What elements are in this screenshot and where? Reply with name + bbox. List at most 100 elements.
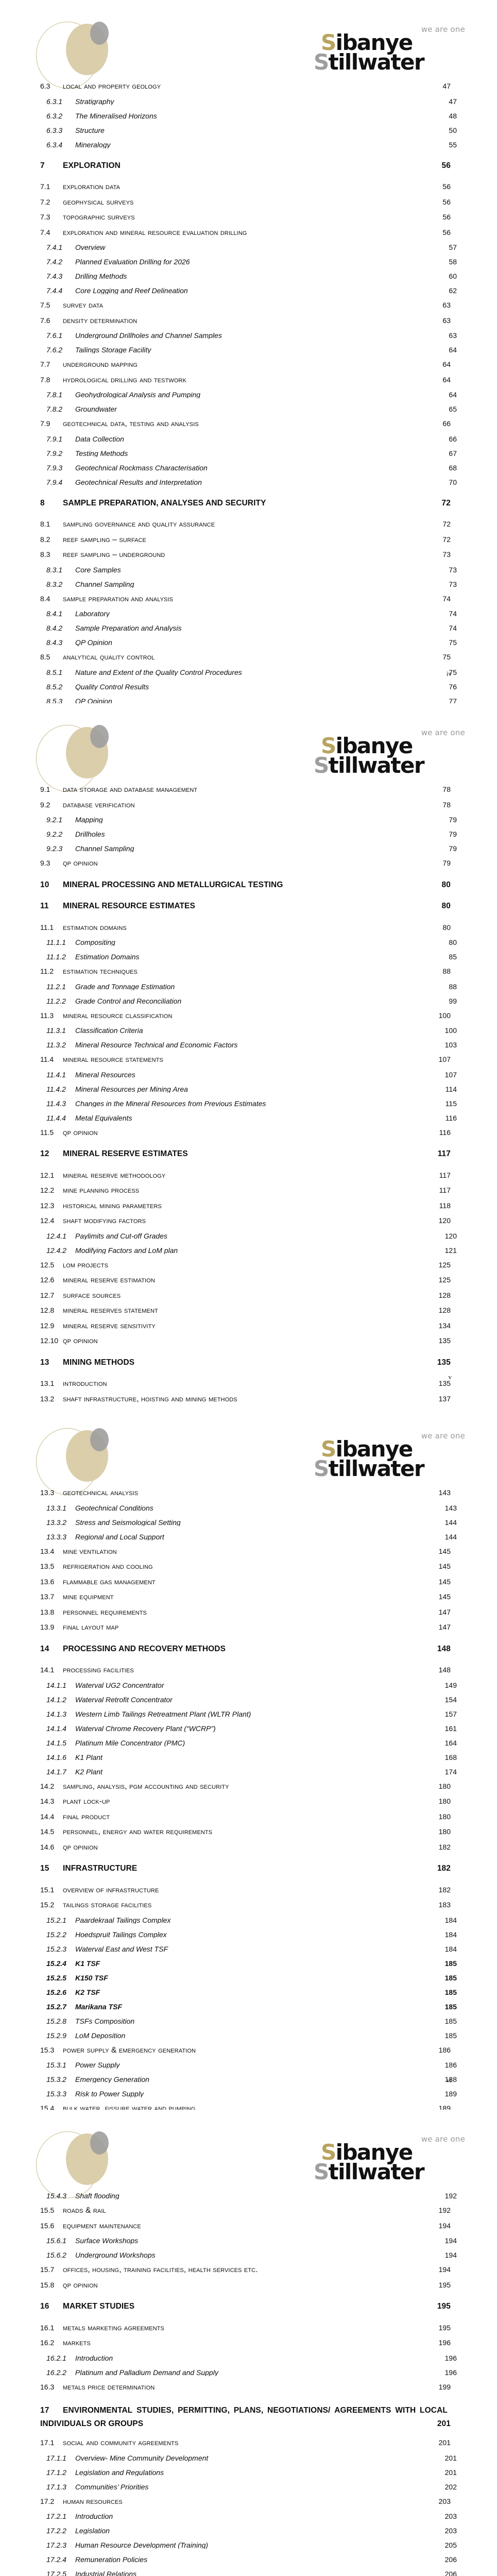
- toc-entry-section[interactable]: 12.2 Mine Planning Process 117: [40, 1187, 451, 1195]
- toc-entry-subsection[interactable]: 17.2.5 Industrial Relations 206: [40, 2570, 457, 2576]
- toc-entry-subsection[interactable]: 17.1.3 Communities’ Priorities 202: [40, 2483, 457, 2490]
- toc-entry-subsection[interactable]: 6.3.1 Stratigraphy 47: [40, 98, 457, 105]
- toc-entry-subsection[interactable]: 7.8.2 Groundwater 65: [40, 405, 457, 413]
- toc-entry-subsection[interactable]: 8.5.1 Nature and Extent of the Quality Co…: [40, 669, 457, 676]
- toc-entry-section[interactable]: 11.5 QP Opinion 116: [40, 1129, 451, 1137]
- toc-entry-section[interactable]: 6.3 Local and Property Geology 47: [40, 82, 451, 91]
- toc-entry-subsection[interactable]: 14.1.7 K2 Plant 174: [40, 1768, 457, 1775]
- toc-entry-section[interactable]: 8.2 Reef Sampling – Surface 72: [40, 536, 451, 544]
- toc-entry-section[interactable]: 13.1 Introduction 135: [40, 1380, 451, 1388]
- toc-entry-subsection[interactable]: 11.1.2 Estimation Domains 85: [40, 953, 457, 960]
- toc-entry-section[interactable]: 14.4 Final Product 180: [40, 1813, 451, 1821]
- toc-entry-chapter[interactable]: 12 MINERAL RESERVE ESTIMATES 117: [40, 1150, 451, 1158]
- toc-entry-section[interactable]: 15.4 Bulk Water, Fissure Water and Pumpin…: [40, 2105, 451, 2110]
- toc-entry-subsection[interactable]: 15.2.4 K1 TSF 185: [40, 1960, 457, 1967]
- toc-entry-subsection[interactable]: 15.3.2 Emergency Generation 188: [40, 2076, 457, 2083]
- toc-entry-subsection[interactable]: 8.4.3 QP Opinion 75: [40, 639, 457, 646]
- toc-entry-subsection[interactable]: 7.9.4 Geotechnical Results and Interpreta…: [40, 479, 457, 486]
- toc-entry-subsection[interactable]: 17.1.2 Legislation and Regulations 201: [40, 2469, 457, 2476]
- toc-entry-subsection[interactable]: 7.9.1 Data Collection 66: [40, 435, 457, 443]
- toc-entry-section[interactable]: 13.9 Final Layout Map 147: [40, 1623, 451, 1632]
- toc-entry-chapter[interactable]: 10 MINERAL PROCESSING AND METALLURGICAL T…: [40, 880, 451, 889]
- toc-entry-subsection[interactable]: 7.4.4 Core Logging and Reef Delineation 62: [40, 287, 457, 294]
- toc-entry-section[interactable]: 14.2 Sampling, Analysis, PGM Accounting a…: [40, 1783, 451, 1791]
- toc-entry-section[interactable]: 12.10 QP Opinion 135: [40, 1337, 451, 1345]
- toc-entry-section[interactable]: 8.4 Sample Preparation and Analysis 74: [40, 595, 451, 603]
- toc-entry-subsection[interactable]: 9.2.3 Channel Sampling 79: [40, 845, 457, 852]
- toc-entry-section[interactable]: 15.6 Equipment Maintenance 194: [40, 2222, 451, 2230]
- toc-entry-chapter[interactable]: 7 EXPLORATION 56: [40, 161, 451, 170]
- toc-entry-subsection[interactable]: 7.6.1 Underground Drillholes and Channel …: [40, 332, 457, 339]
- toc-entry-chapter[interactable]: 16 MARKET STUDIES 195: [40, 2302, 451, 2311]
- toc-entry-subsection[interactable]: 8.4.1 Laboratory 74: [40, 610, 457, 617]
- toc-entry-subsection[interactable]: 9.2.1 Mapping 79: [40, 816, 457, 823]
- toc-entry-subsection[interactable]: 14.1.5 Platinum Mile Concentrator (PMC) 16…: [40, 1739, 457, 1747]
- toc-entry-chapter[interactable]: 15 INFRASTRUCTURE 182: [40, 1865, 451, 1873]
- toc-entry-section[interactable]: 13.4 Mine Ventilation 145: [40, 1548, 451, 1556]
- toc-entry-subsection[interactable]: 14.1.1 Waterval UG2 Concentrator 149: [40, 1682, 457, 1689]
- toc-entry-subsection[interactable]: 11.4.4 Metal Equivalents 116: [40, 1114, 457, 1122]
- toc-entry-section[interactable]: 12.3 Historical Mining Parameters 118: [40, 1202, 451, 1210]
- toc-entry-subsection[interactable]: 8.3.2 Channel Sampling 73: [40, 581, 457, 588]
- toc-entry-subsection[interactable]: 14.1.6 K1 Plant 168: [40, 1754, 457, 1761]
- toc-entry-section[interactable]: 12.4 Shaft Modifying Factors 120: [40, 1217, 451, 1225]
- toc-entry-section[interactable]: 14.3 Plant Lock-up 180: [40, 1798, 451, 1806]
- toc-entry-subsection[interactable]: 12.4.2 Modifying Factors and LoM plan 121: [40, 1247, 457, 1254]
- toc-entry-section[interactable]: 12.7 Surface Sources 128: [40, 1292, 451, 1300]
- toc-entry-section[interactable]: 7.1 Exploration Data 56: [40, 183, 451, 191]
- toc-entry-section[interactable]: 11.3 Mineral Resource Classification 100: [40, 1012, 451, 1020]
- toc-entry-subsection[interactable]: 15.2.1 Paardekraal Tailings Complex 184: [40, 1917, 457, 1924]
- toc-entry-section[interactable]: 7.2 Geophysical Surveys 56: [40, 198, 451, 207]
- toc-entry-subsection[interactable]: 7.4.3 Drilling Methods 60: [40, 273, 457, 280]
- toc-entry-subsection[interactable]: 8.3.1 Core Samples 73: [40, 566, 457, 573]
- toc-entry-section[interactable]: 7.7 Underground Mapping 64: [40, 361, 451, 369]
- toc-entry-subsection[interactable]: 15.2.3 Waterval East and West TSF 184: [40, 1945, 457, 1953]
- toc-entry-section[interactable]: 13.2 Shaft Infrastructure, Hoisting and M…: [40, 1395, 451, 1403]
- toc-entry-subsection[interactable]: 8.5.3 QP Opinion 77: [40, 698, 457, 704]
- toc-entry-subsection[interactable]: 11.2.1 Grade and Tonnage Estimation 88: [40, 983, 457, 990]
- toc-entry-chapter[interactable]: 17 ENVIRONMENTAL STUDIES, PERMITTING, PLANS,…: [40, 2406, 451, 2428]
- toc-entry-subsection[interactable]: 7.4.1 Overview 57: [40, 244, 457, 251]
- toc-entry-section[interactable]: 14.1 Processing Facilities 148: [40, 1666, 451, 1674]
- toc-entry-subsection[interactable]: 13.3.1 Geotechnical Conditions 143: [40, 1504, 457, 1512]
- toc-entry-subsection[interactable]: 14.1.4 Waterval Chrome Recovery Plant (“W…: [40, 1725, 457, 1732]
- toc-entry-subsection[interactable]: 15.6.1 Surface Workshops 194: [40, 2237, 457, 2244]
- toc-entry-section[interactable]: 13.5 Refrigeration and Cooling 145: [40, 1563, 451, 1571]
- toc-entry-section[interactable]: 7.5 Survey Data 63: [40, 301, 451, 310]
- toc-entry-subsection[interactable]: 11.4.2 Mineral Resources per Mining Area 1…: [40, 1086, 457, 1093]
- toc-entry-subsection[interactable]: 11.4.1 Mineral Resources 107: [40, 1071, 457, 1078]
- toc-entry-subsection[interactable]: 17.2.1 Introduction 203: [40, 2513, 457, 2520]
- toc-entry-section[interactable]: 12.6 Mineral Reserve Estimation 125: [40, 1276, 451, 1284]
- toc-entry-section[interactable]: 8.1 Sampling Governance and Quality Assur…: [40, 520, 451, 529]
- toc-entry-subsection[interactable]: 9.2.2 Drillholes 79: [40, 831, 457, 838]
- toc-entry-section[interactable]: 14.6 QP Opinion 182: [40, 1843, 451, 1852]
- toc-entry-section[interactable]: 9.3 QP Opinion 79: [40, 859, 451, 868]
- toc-entry-section[interactable]: 13.7 Mine Equipment 145: [40, 1593, 451, 1601]
- toc-entry-subsection[interactable]: 15.2.2 Hoedspruit Tailings Complex 184: [40, 1931, 457, 1938]
- toc-entry-subsection[interactable]: 12.4.1 Paylimits and Cut-off Grades 120: [40, 1232, 457, 1240]
- toc-entry-section[interactable]: 15.1 Overview of Infrastructure 182: [40, 1886, 451, 1894]
- toc-entry-subsection[interactable]: 14.1.2 Waterval Retrofit Concentrator 154: [40, 1696, 457, 1703]
- toc-entry-subsection[interactable]: 7.6.2 Tailings Storage Facility 64: [40, 346, 457, 353]
- toc-entry-subsection[interactable]: 17.2.3 Human Resource Development (Traini…: [40, 2541, 457, 2549]
- toc-entry-section[interactable]: 13.6 Flammable Gas Management 145: [40, 1578, 451, 1586]
- toc-entry-subsection[interactable]: 15.6.2 Underground Workshops 194: [40, 2251, 457, 2259]
- toc-entry-section[interactable]: 7.8 Hydrological Drilling and Testwork 64: [40, 376, 451, 384]
- toc-entry-section[interactable]: 11.2 Estimation Techniques 88: [40, 968, 451, 976]
- toc-entry-section[interactable]: 15.7 Offices, Housing, Training Facilitie…: [40, 2266, 451, 2274]
- toc-entry-section[interactable]: 9.1 Data Storage and Database Management 7…: [40, 786, 451, 794]
- toc-entry-subsection[interactable]: 11.3.1 Classification Criteria 100: [40, 1027, 457, 1034]
- toc-entry-section[interactable]: 12.1 Mineral Reserve Methodology 117: [40, 1172, 451, 1180]
- toc-entry-subsection[interactable]: 15.3.3 Risk to Power Supply 189: [40, 2090, 457, 2097]
- toc-entry-subsection[interactable]: 7.9.2 Testing Methods 67: [40, 450, 457, 457]
- toc-entry-section[interactable]: 7.6 Density Determination 63: [40, 317, 451, 325]
- toc-entry-section[interactable]: 17.2 Human Resources 203: [40, 2498, 451, 2506]
- toc-entry-chapter[interactable]: 14 PROCESSING AND RECOVERY METHODS 148: [40, 1645, 451, 1653]
- toc-entry-subsection[interactable]: 15.3.1 Power Supply 186: [40, 2061, 457, 2069]
- toc-entry-subsection[interactable]: 11.3.2 Mineral Resource Technical and Eco…: [40, 1041, 457, 1048]
- toc-entry-subsection[interactable]: 6.3.4 Mineralogy 55: [40, 141, 457, 148]
- toc-entry-subsection[interactable]: 15.4.3 Shaft flooding 192: [40, 2192, 457, 2199]
- toc-entry-subsection[interactable]: 7.4.2 Planned Evaluation Drilling for 202…: [40, 258, 457, 265]
- toc-entry-chapter[interactable]: 8 SAMPLE PREPARATION, ANALYSES AND SECURI…: [40, 499, 451, 507]
- toc-entry-subsection[interactable]: 13.3.3 Regional and Local Support 144: [40, 1533, 457, 1540]
